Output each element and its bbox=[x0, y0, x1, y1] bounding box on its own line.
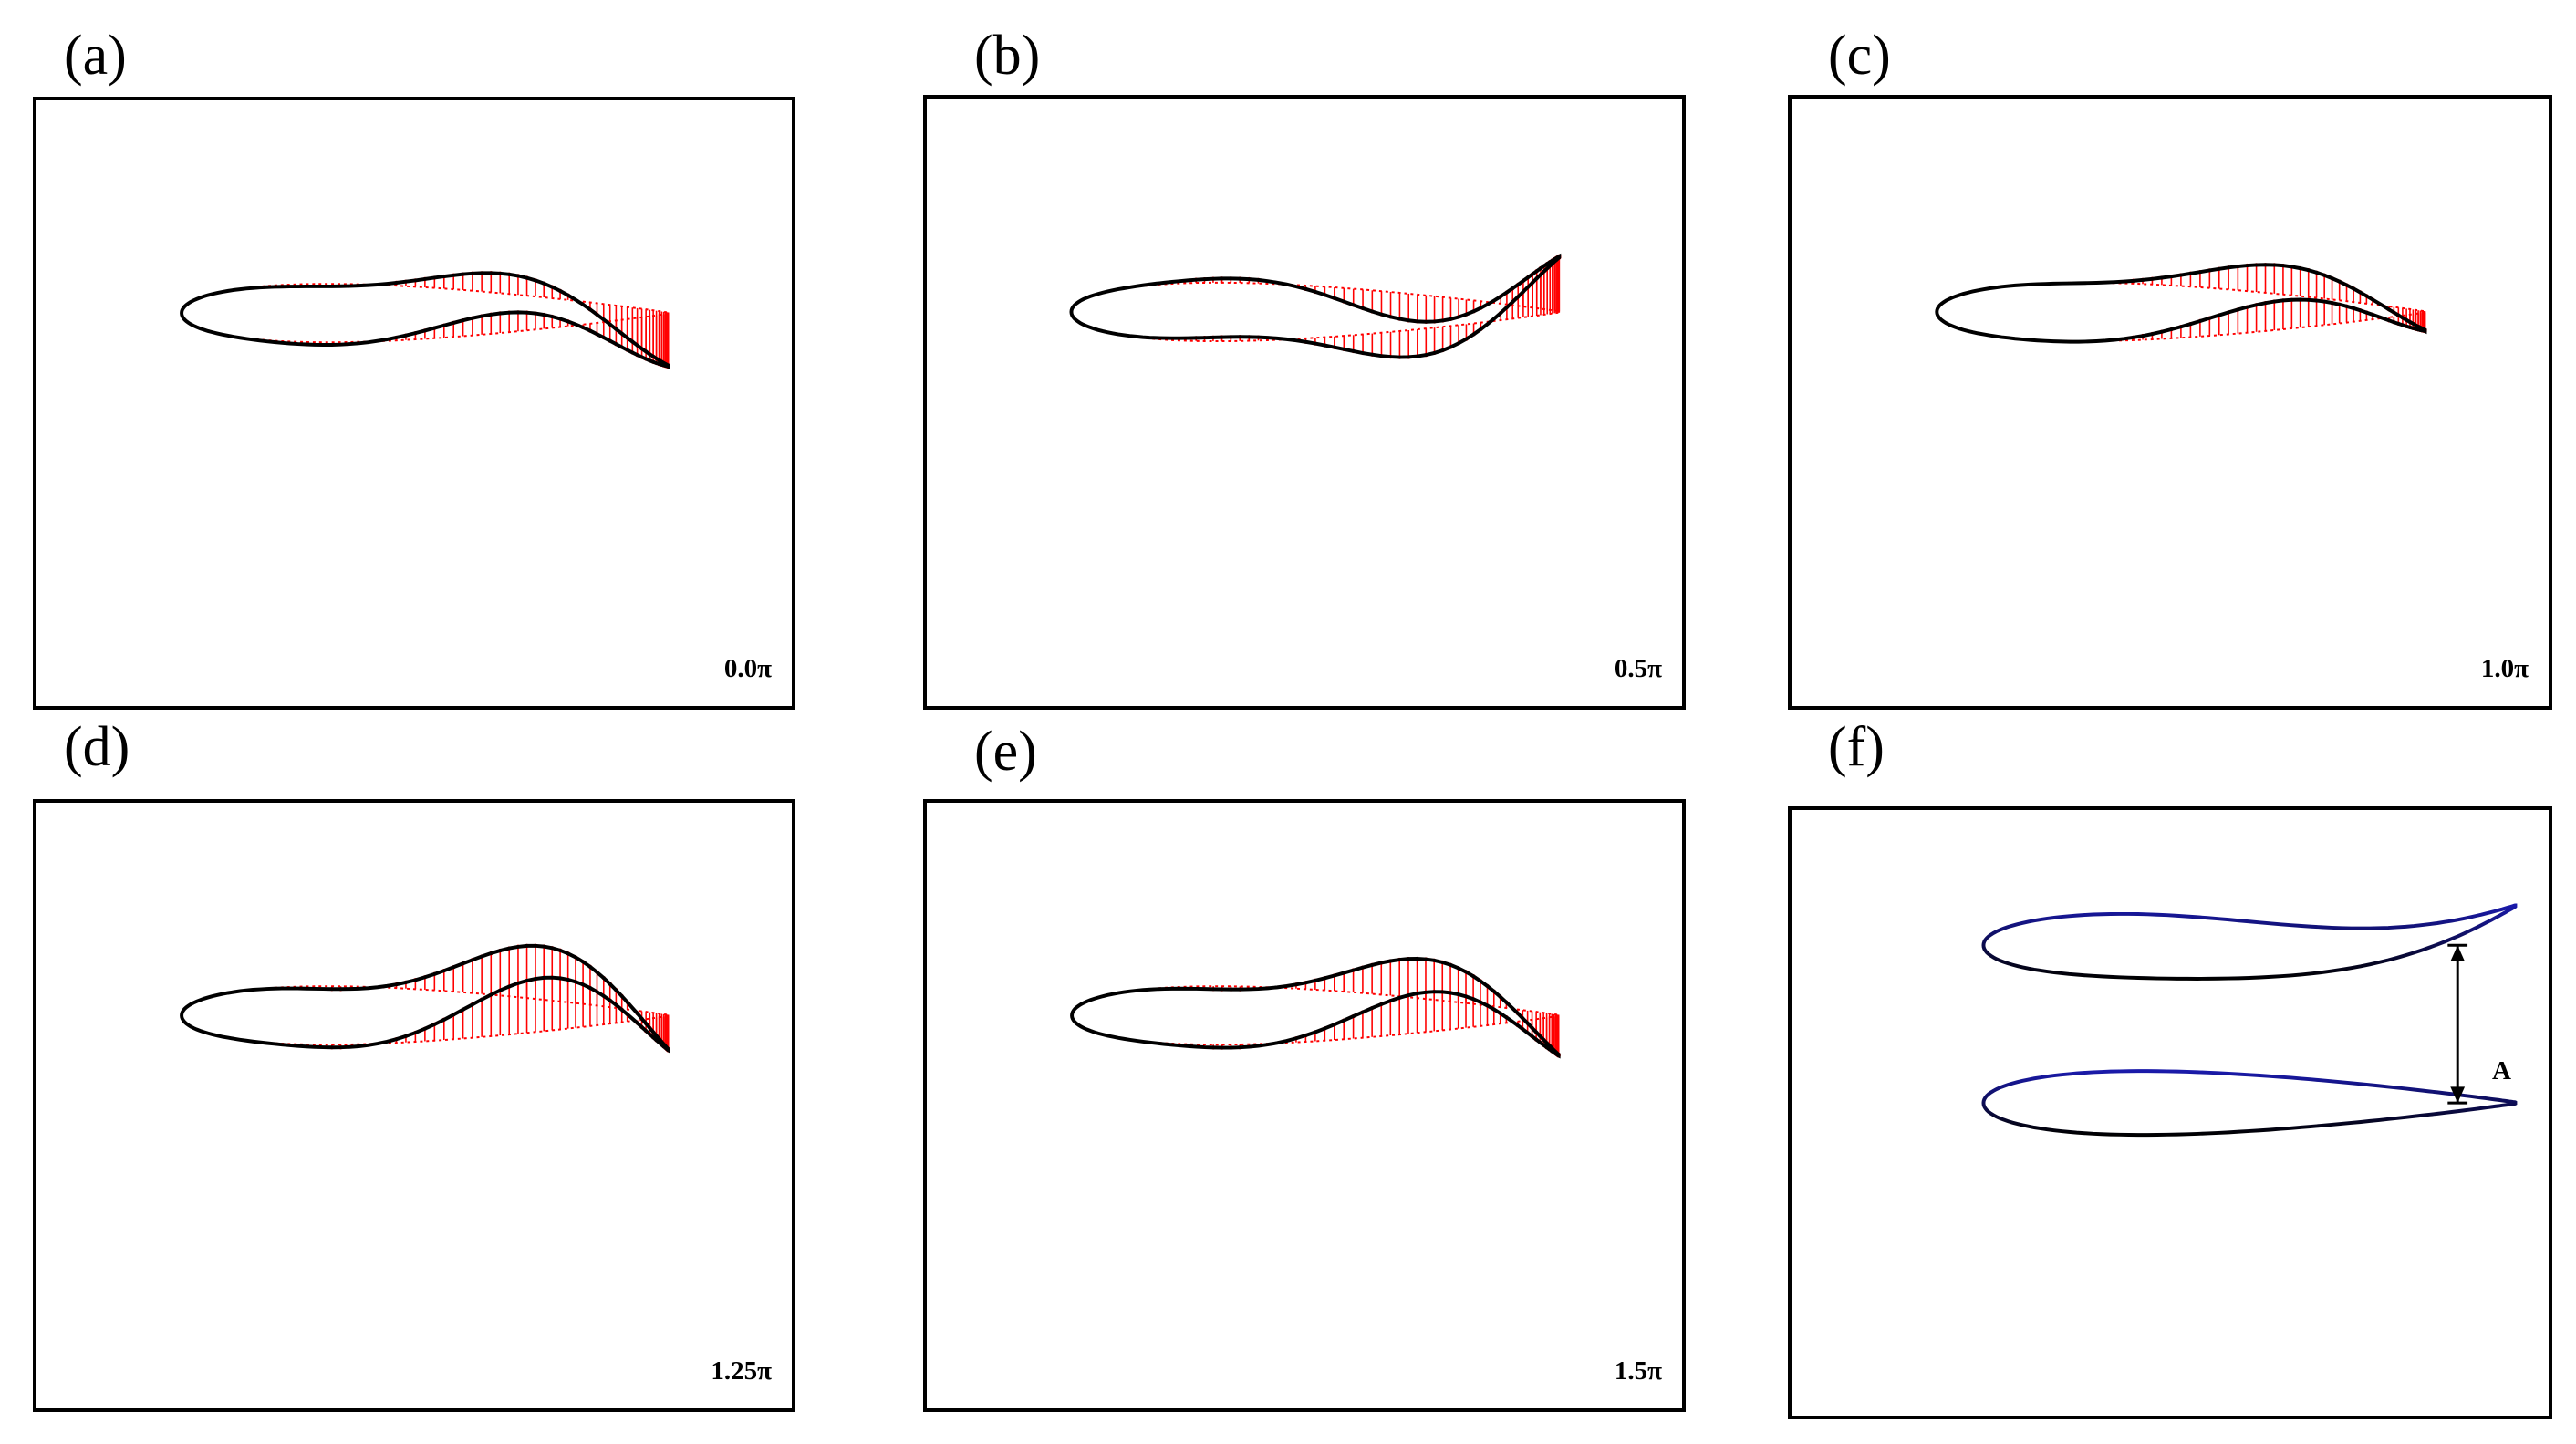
deformation-vectors bbox=[329, 943, 670, 1053]
foil-outline bbox=[180, 271, 670, 370]
phase-label-d: 1.25π bbox=[711, 1356, 772, 1386]
panel-c: 1.0π bbox=[1788, 95, 2552, 710]
deformation-vectors bbox=[394, 271, 670, 369]
panel-label-a: (a) bbox=[64, 25, 127, 87]
foil-outline bbox=[1070, 956, 1561, 1059]
phase-label-b: 0.5π bbox=[1614, 654, 1662, 683]
panel-a: 0.0π bbox=[33, 97, 795, 710]
heaving-foil-bottom bbox=[1981, 1069, 2518, 1138]
panel-label-e: (e) bbox=[974, 721, 1037, 783]
panel-f-plot bbox=[1981, 903, 2518, 1138]
panel-b-plot bbox=[1069, 253, 1562, 359]
panel-label-c: (c) bbox=[1828, 25, 1891, 87]
foil-outline bbox=[1935, 263, 2427, 344]
amplitude-label: A bbox=[2492, 1056, 2511, 1086]
panel-label-b: (b) bbox=[974, 25, 1041, 87]
panel-a-plot bbox=[180, 271, 670, 370]
panel-e: 1.5π bbox=[923, 799, 1686, 1412]
panel-f: A bbox=[1788, 806, 2552, 1419]
panel-d: 1.25π bbox=[33, 799, 795, 1412]
amplitude-arrowhead-top bbox=[2450, 945, 2466, 961]
panel-c-plot bbox=[1935, 263, 2427, 344]
panel-b: 0.5π bbox=[923, 95, 1686, 710]
panel-label-d: (d) bbox=[64, 716, 130, 778]
phase-label-a: 0.0π bbox=[723, 654, 772, 683]
foil-outline bbox=[180, 943, 670, 1054]
phase-label-e: 1.5π bbox=[1614, 1356, 1662, 1386]
panel-label-f: (f) bbox=[1828, 716, 1885, 778]
panel-e-plot bbox=[1070, 956, 1561, 1059]
deformation-vectors bbox=[1210, 956, 1561, 1058]
amplitude-arrowhead-bottom bbox=[2450, 1086, 2466, 1104]
phase-label-c: 1.0π bbox=[2480, 654, 2529, 683]
heaving-foil-top bbox=[1981, 903, 2518, 981]
panel-d-plot bbox=[180, 943, 670, 1054]
foil-outline bbox=[1069, 253, 1562, 359]
